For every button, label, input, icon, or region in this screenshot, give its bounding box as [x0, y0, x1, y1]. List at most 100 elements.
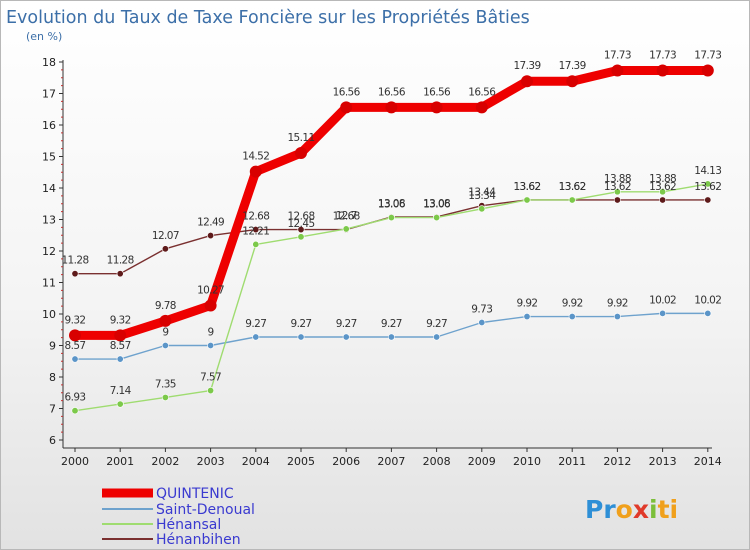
data-point — [116, 270, 124, 278]
data-point — [385, 101, 398, 114]
data-label: 13.34 — [468, 190, 496, 202]
data-label: 9.27 — [381, 318, 402, 330]
x-tick-label: 2007 — [377, 455, 405, 468]
x-tick-label: 2009 — [468, 455, 496, 468]
x-tick-label: 2000 — [61, 455, 89, 468]
legend-item-Hénansal: Hénansal — [102, 517, 221, 533]
data-label: 9.73 — [471, 304, 492, 316]
data-label: 13.06 — [378, 199, 406, 211]
data-label: 13.88 — [649, 173, 676, 185]
data-point — [704, 180, 712, 188]
y-tick-label: 12 — [42, 245, 56, 258]
data-point — [387, 214, 395, 222]
data-point — [430, 101, 443, 114]
data-label: 11.28 — [61, 255, 88, 267]
data-label: 17.73 — [604, 50, 631, 62]
data-label: 8.57 — [65, 340, 86, 352]
data-point — [295, 147, 307, 160]
data-point — [659, 309, 667, 317]
data-point — [475, 101, 488, 114]
data-label: 17.73 — [649, 50, 676, 62]
data-point — [297, 333, 305, 341]
data-labels: 9.32 9.32 9.78 10.27 14.52 15.11 16.56 16.56 16.… — [61, 50, 721, 404]
data-label: 17.73 — [694, 50, 721, 62]
axes: 6 7 8 9 10 11 12 13 14 15 16 17 18 2000 2001 2002 2003 20… — [42, 56, 722, 468]
data-point — [207, 341, 215, 349]
data-point — [611, 64, 624, 77]
series-Saint-Denoual — [71, 309, 712, 363]
x-tick-label: 2010 — [513, 455, 541, 468]
data-point — [340, 101, 353, 114]
data-label: 13.06 — [423, 199, 451, 211]
y-tick-label: 16 — [42, 119, 56, 132]
y-tick-label: 15 — [42, 151, 56, 164]
y-tick-label: 6 — [49, 434, 56, 447]
data-point — [116, 355, 124, 363]
data-point — [523, 196, 531, 204]
data-label: 12.21 — [242, 225, 269, 237]
data-label: 16.56 — [468, 86, 496, 98]
data-label: 16.56 — [333, 86, 361, 98]
x-tick-label: 2008 — [423, 455, 451, 468]
data-point — [161, 245, 169, 253]
data-label: 13.62 — [559, 181, 586, 193]
x-tick-label: 2001 — [106, 455, 134, 468]
data-label: 9.92 — [562, 298, 583, 310]
y-tick-label: 14 — [42, 182, 56, 195]
data-point — [566, 75, 579, 88]
data-point — [701, 64, 714, 77]
data-point — [161, 341, 169, 349]
data-point — [433, 333, 441, 341]
data-label: 9.27 — [291, 318, 312, 330]
data-label: 13.62 — [649, 181, 676, 193]
legend-label: Saint-Denoual — [156, 502, 255, 518]
x-tick-label: 2012 — [603, 455, 631, 468]
data-label: 13.08 — [378, 198, 405, 210]
data-label: 11.28 — [107, 255, 134, 267]
data-point — [204, 299, 217, 312]
data-label: 16.56 — [378, 86, 406, 98]
data-label: 9.78 — [155, 300, 176, 312]
x-tick-label: 2013 — [649, 455, 677, 468]
data-point — [433, 214, 441, 222]
data-point — [71, 355, 79, 363]
data-label: 12.68 — [242, 211, 269, 223]
data-label: 13.62 — [513, 181, 540, 193]
chart-title: Evolution du Taux de Taxe Foncière sur l… — [6, 8, 530, 28]
data-point — [478, 205, 486, 213]
data-point — [613, 196, 621, 204]
data-point — [297, 226, 305, 234]
data-label: 14.13 — [694, 165, 721, 177]
x-tick-label: 2014 — [694, 455, 722, 468]
data-label: 9.32 — [110, 314, 131, 326]
data-point — [161, 393, 169, 401]
y-tick-label: 7 — [49, 403, 56, 416]
y-tick-label: 13 — [42, 214, 56, 227]
data-label: 7.57 — [200, 372, 221, 384]
series-QUINTENIC — [69, 64, 714, 342]
data-label: 9.27 — [426, 318, 447, 330]
legend-item-Hénanbihen: Hénanbihen — [102, 532, 241, 548]
y-tick-label: 9 — [49, 340, 56, 353]
data-point — [159, 314, 172, 327]
data-label: 10.02 — [649, 294, 676, 306]
data-label: 13.44 — [468, 187, 496, 199]
x-tick-label: 2006 — [332, 455, 360, 468]
data-point — [521, 75, 533, 88]
data-label: 7.14 — [110, 385, 132, 397]
data-point — [659, 188, 667, 196]
data-label: 12.49 — [197, 217, 224, 229]
data-label: 13.62 — [694, 181, 721, 193]
data-point — [659, 196, 667, 204]
data-label: 9.32 — [65, 314, 86, 326]
y-tick-label: 18 — [42, 56, 56, 69]
data-point — [252, 333, 260, 341]
data-label: 9 — [162, 327, 168, 339]
proxiti-logo: Proxiti — [585, 495, 678, 524]
data-label: 10.27 — [197, 284, 224, 296]
data-point — [568, 196, 576, 204]
x-tick-label: 2005 — [287, 455, 315, 468]
